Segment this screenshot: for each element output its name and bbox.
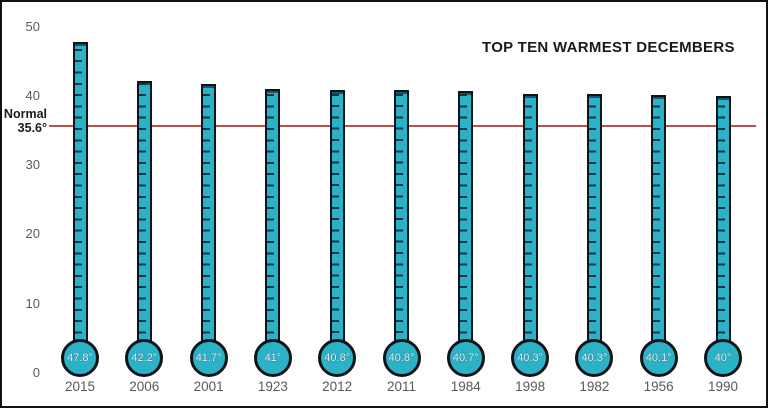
year-label: 1990 (707, 379, 739, 394)
thermometer-bulb: 41° (253, 339, 292, 377)
value-label: 40.1° (645, 352, 672, 364)
year-label: 1956 (643, 379, 674, 394)
chart-title: TOP TEN WARMEST DECEMBERS (482, 39, 735, 56)
thermometer-tube (522, 93, 538, 358)
thermometer-tube (715, 95, 731, 358)
thermometer-tube-cap (588, 95, 600, 98)
year-label: 1982 (579, 379, 610, 394)
thermometer-bulb: 40.3° (511, 339, 550, 377)
year-label: 2011 (386, 379, 417, 394)
thermometer-tube (201, 84, 217, 358)
normal-reference-label-line2: 35.6° (17, 121, 47, 135)
year-label: 1923 (257, 379, 288, 394)
normal-reference-label: Normal 35.6° (2, 107, 47, 135)
value-label: 40.8° (388, 352, 415, 364)
thermometer-tube-cap (267, 90, 279, 93)
thermometer-bulb: 40.1° (639, 339, 678, 377)
thermometer-tube (586, 93, 602, 358)
value-label: 40° (714, 352, 732, 364)
normal-reference-label-line1: Normal (3, 107, 47, 121)
y-axis-tick-label: 40 (25, 87, 40, 103)
value-label: 42.2° (131, 352, 158, 364)
thermometer-tube-cap (717, 97, 729, 100)
value-label: 40.3° (581, 352, 608, 364)
thermometer-bulb: 40.8° (318, 339, 357, 377)
thermometer-bulb: 42.2° (125, 339, 164, 377)
thermometer-bulb: 40° (704, 339, 742, 377)
thermometer-bulb: 41.7° (189, 339, 228, 377)
value-label: 41° (264, 352, 282, 364)
y-axis-tick-label: 50 (25, 18, 40, 34)
value-label: 40.8° (324, 352, 351, 364)
thermometer-tube-cap (460, 92, 472, 95)
thermometer-tube-cap (138, 82, 150, 85)
value-label: 40.7° (452, 352, 479, 364)
thermometer-bulb: 40.7° (446, 339, 485, 377)
y-axis-tick-label: 20 (25, 226, 40, 242)
thermometer-tube-cap (524, 95, 536, 98)
year-label: 2006 (129, 379, 160, 394)
value-label: 41.7° (195, 352, 222, 364)
y-axis-tick-label: 30 (25, 157, 40, 173)
thermometer-bulb: 40.8° (382, 339, 421, 377)
thermometer-tube (458, 90, 474, 358)
year-label: 2012 (322, 379, 353, 394)
year-label: 1998 (515, 379, 546, 394)
value-label: 40.3° (517, 352, 543, 364)
year-label: 1984 (450, 379, 481, 394)
thermometer-tube (329, 90, 345, 358)
thermometer-tube (136, 80, 152, 358)
thermometer-tube-cap (74, 43, 86, 46)
y-axis-tick-label: 0 (32, 365, 40, 380)
thermometer-bulb: 40.3° (575, 339, 614, 377)
thermometer-tube-cap (396, 92, 407, 95)
thermometer-tube (72, 41, 88, 358)
thermometer-tube (651, 95, 667, 358)
thermometer-tube (265, 88, 281, 358)
thermometer-tube (394, 90, 409, 358)
thermometer-tube-cap (331, 92, 343, 95)
thermometer-tube-cap (653, 97, 665, 100)
y-axis-tick-label: 10 (25, 295, 40, 311)
value-label: 47.8° (67, 352, 93, 364)
year-label: 2015 (64, 379, 96, 394)
thermometer-tube-cap (203, 86, 215, 89)
thermometer-bulb: 47.8° (61, 339, 99, 377)
year-label: 2001 (193, 379, 224, 394)
